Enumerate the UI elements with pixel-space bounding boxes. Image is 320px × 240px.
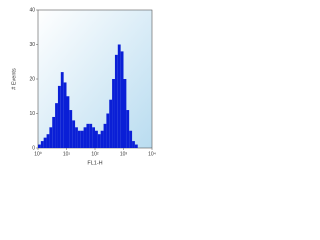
chart: # Events FL1-H 0 10 20 30 40 10⁰ 10¹ 10² 10³ 10⁴ bbox=[11, 7, 156, 166]
bar bbox=[95, 130, 98, 148]
bar bbox=[55, 103, 58, 148]
bar bbox=[60, 72, 64, 148]
x-tick-label: 10² bbox=[91, 151, 99, 157]
bar bbox=[134, 144, 138, 148]
bar bbox=[86, 123, 90, 148]
bar bbox=[52, 116, 56, 148]
bar bbox=[114, 54, 118, 148]
bar bbox=[49, 127, 53, 148]
bar bbox=[38, 144, 41, 148]
bar bbox=[57, 85, 61, 148]
bar bbox=[103, 123, 107, 148]
x-tick-label: 10⁰ bbox=[34, 151, 42, 157]
y-tick-label: 30 bbox=[29, 42, 35, 48]
x-tick-label: 10⁴ bbox=[148, 151, 156, 157]
bar bbox=[120, 51, 124, 148]
x-axis-label: FL1-H bbox=[87, 160, 102, 166]
bar bbox=[117, 44, 121, 148]
bar bbox=[72, 120, 76, 148]
y-tick-label: 40 bbox=[29, 7, 35, 13]
bar bbox=[92, 127, 95, 148]
bar bbox=[63, 82, 67, 148]
bar bbox=[40, 141, 44, 148]
bar bbox=[100, 130, 104, 148]
bar bbox=[109, 99, 113, 148]
bar bbox=[123, 79, 127, 148]
y-axis-label: # Events bbox=[11, 68, 17, 90]
bar bbox=[126, 110, 130, 148]
x-tick-label: 10¹ bbox=[63, 151, 71, 157]
bar bbox=[77, 130, 81, 148]
bar bbox=[97, 134, 101, 148]
bar bbox=[80, 130, 84, 148]
bar bbox=[83, 127, 87, 148]
x-tick-label: 10³ bbox=[120, 151, 128, 157]
y-tick-label: 10 bbox=[29, 111, 35, 117]
bar bbox=[132, 141, 135, 148]
bar bbox=[43, 137, 47, 148]
y-tick-label: 0 bbox=[32, 145, 35, 151]
bar bbox=[129, 130, 133, 148]
bar bbox=[106, 113, 110, 148]
bar bbox=[66, 96, 70, 148]
bar bbox=[69, 110, 73, 148]
bar bbox=[75, 127, 78, 148]
y-tick-label: 20 bbox=[29, 76, 35, 82]
bar bbox=[46, 134, 50, 148]
bar bbox=[89, 123, 93, 148]
page: {"chart_data": {"type": "histogram", "xl… bbox=[11, 7, 156, 167]
bar bbox=[112, 79, 115, 148]
